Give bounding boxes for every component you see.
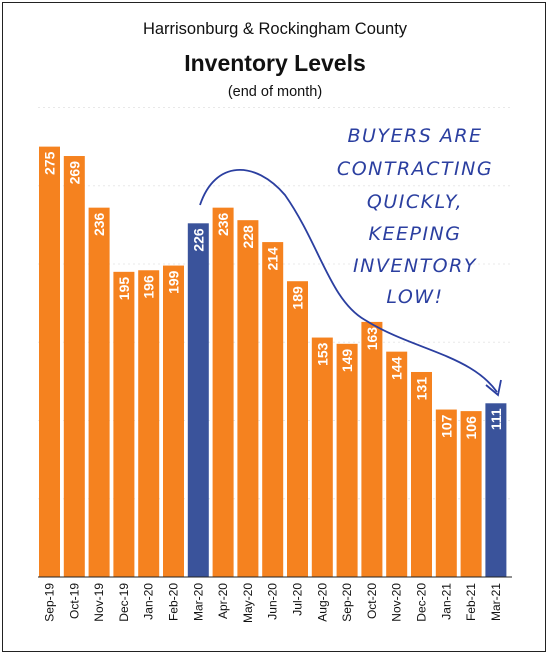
bar-sep-19	[39, 146, 60, 577]
bar-jan-21	[435, 409, 457, 577]
data-label-aug-20: 153	[314, 342, 330, 366]
bars	[39, 146, 507, 577]
tick-label-feb-21: Feb-21	[464, 583, 478, 621]
tick-label-aug-20: Aug-20	[315, 583, 329, 622]
tick-label-nov-19: Nov-19	[92, 583, 106, 622]
tick-label-oct-19: Oct-19	[67, 583, 81, 619]
data-label-apr-20: 236	[215, 212, 231, 236]
data-label-sep-20: 149	[339, 349, 355, 373]
tick-label-nov-20: Nov-20	[390, 583, 404, 622]
tick-label-jan-21: Jan-21	[439, 583, 453, 620]
bar-jan-20	[138, 270, 160, 577]
tick-label-jan-20: Jan-20	[142, 583, 156, 620]
bar-jun-20	[262, 242, 284, 577]
chart-title: Inventory Levels	[184, 50, 366, 76]
tick-label-jul-20: Jul-20	[291, 583, 305, 616]
bar-nov-20	[386, 351, 408, 577]
bar-oct-19	[63, 156, 85, 577]
tick-label-mar-20: Mar-20	[191, 583, 205, 621]
data-label-feb-21: 106	[463, 416, 479, 440]
annotation-line: KEEPING	[369, 223, 462, 245]
data-label-jan-21: 107	[438, 414, 454, 438]
data-label-jan-20: 196	[141, 275, 157, 299]
bar-nov-19	[88, 207, 110, 577]
tick-label-sep-20: Sep-20	[340, 583, 354, 622]
annotation-text: BUYERS ARE CONTRACTING QUICKLY, KEEPING INVE…	[337, 125, 493, 308]
annotation-line: INVENTORY	[353, 255, 477, 277]
tick-label-feb-20: Feb-20	[167, 583, 181, 621]
tick-label-apr-20: Apr-20	[216, 583, 230, 619]
annotation-line: BUYERS ARE	[347, 125, 482, 147]
data-label-dec-19: 195	[116, 277, 132, 301]
data-label-mar-20: 226	[190, 228, 206, 252]
x-tick-labels: Sep-19 Oct-19 Nov-19 Dec-19 Jan-20 Feb-20 Mar-…	[43, 583, 503, 623]
bar-feb-20	[163, 265, 184, 577]
bar-oct-20	[361, 321, 383, 577]
bar-aug-20	[311, 337, 333, 577]
bar-mar-21	[485, 403, 507, 577]
tick-label-dec-20: Dec-20	[415, 583, 429, 622]
chart-subtitle: (end of month)	[227, 84, 323, 100]
data-label-sep-19: 275	[42, 151, 58, 175]
bar-dec-20	[411, 371, 432, 577]
data-labels: 275 269 236 195 196 199 226 236 228 214 189 153 149 1…	[42, 151, 504, 439]
annotation-line: LOW!	[386, 286, 443, 308]
tick-label-sep-19: Sep-19	[43, 583, 57, 622]
data-label-dec-20: 131	[414, 377, 430, 401]
tick-label-jun-20: Jun-20	[266, 583, 280, 620]
bar-mar-20	[187, 223, 209, 577]
bar-may-20	[237, 220, 259, 577]
bar-sep-20	[336, 343, 358, 577]
bar-jul-20	[287, 281, 308, 577]
annotation-line: CONTRACTING	[337, 158, 493, 180]
data-label-jul-20: 189	[290, 286, 306, 310]
tick-label-may-20: May-20	[241, 583, 255, 623]
data-label-oct-20: 163	[364, 327, 380, 351]
bar-dec-19	[113, 271, 135, 577]
data-label-nov-20: 144	[389, 356, 405, 380]
annotation-arrow	[199, 169, 498, 393]
tick-label-oct-20: Oct-20	[365, 583, 379, 619]
bar-apr-20	[212, 207, 234, 577]
annotation-line: QUICKLY,	[367, 191, 463, 213]
data-label-jun-20: 214	[265, 247, 281, 271]
data-label-may-20: 228	[240, 225, 256, 249]
tick-label-mar-21: Mar-21	[489, 583, 503, 621]
data-label-mar-21: 111	[488, 408, 504, 430]
tick-label-dec-19: Dec-19	[117, 583, 131, 622]
annotation-arrowhead	[485, 379, 502, 397]
data-label-oct-19: 269	[66, 161, 82, 185]
chart-supertitle: Harrisonburg & Rockingham County	[142, 20, 408, 38]
data-label-feb-20: 199	[166, 270, 182, 294]
data-label-nov-19: 236	[91, 212, 107, 236]
bar-feb-21	[460, 411, 482, 577]
